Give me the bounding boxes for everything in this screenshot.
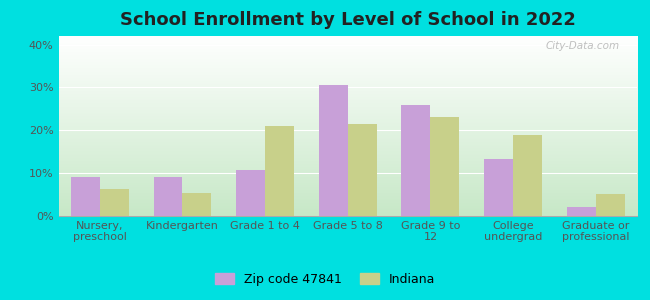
Bar (71, 177, 100, 216)
Bar (567, 207, 595, 216)
Bar (348, 124, 377, 216)
Legend: Zip code 47841, Indiana: Zip code 47841, Indiana (210, 268, 440, 291)
Bar (484, 159, 513, 216)
Title: School Enrollment by Level of School in 2022: School Enrollment by Level of School in … (120, 11, 576, 29)
Bar (183, 193, 211, 216)
Bar (430, 117, 460, 216)
Text: City-Data.com: City-Data.com (545, 41, 619, 51)
Bar (595, 194, 625, 216)
Bar (318, 85, 348, 216)
Bar (265, 126, 294, 216)
Bar (153, 177, 183, 216)
Bar (100, 189, 129, 216)
Bar (236, 170, 265, 216)
Bar (513, 135, 542, 216)
Bar (402, 105, 430, 216)
